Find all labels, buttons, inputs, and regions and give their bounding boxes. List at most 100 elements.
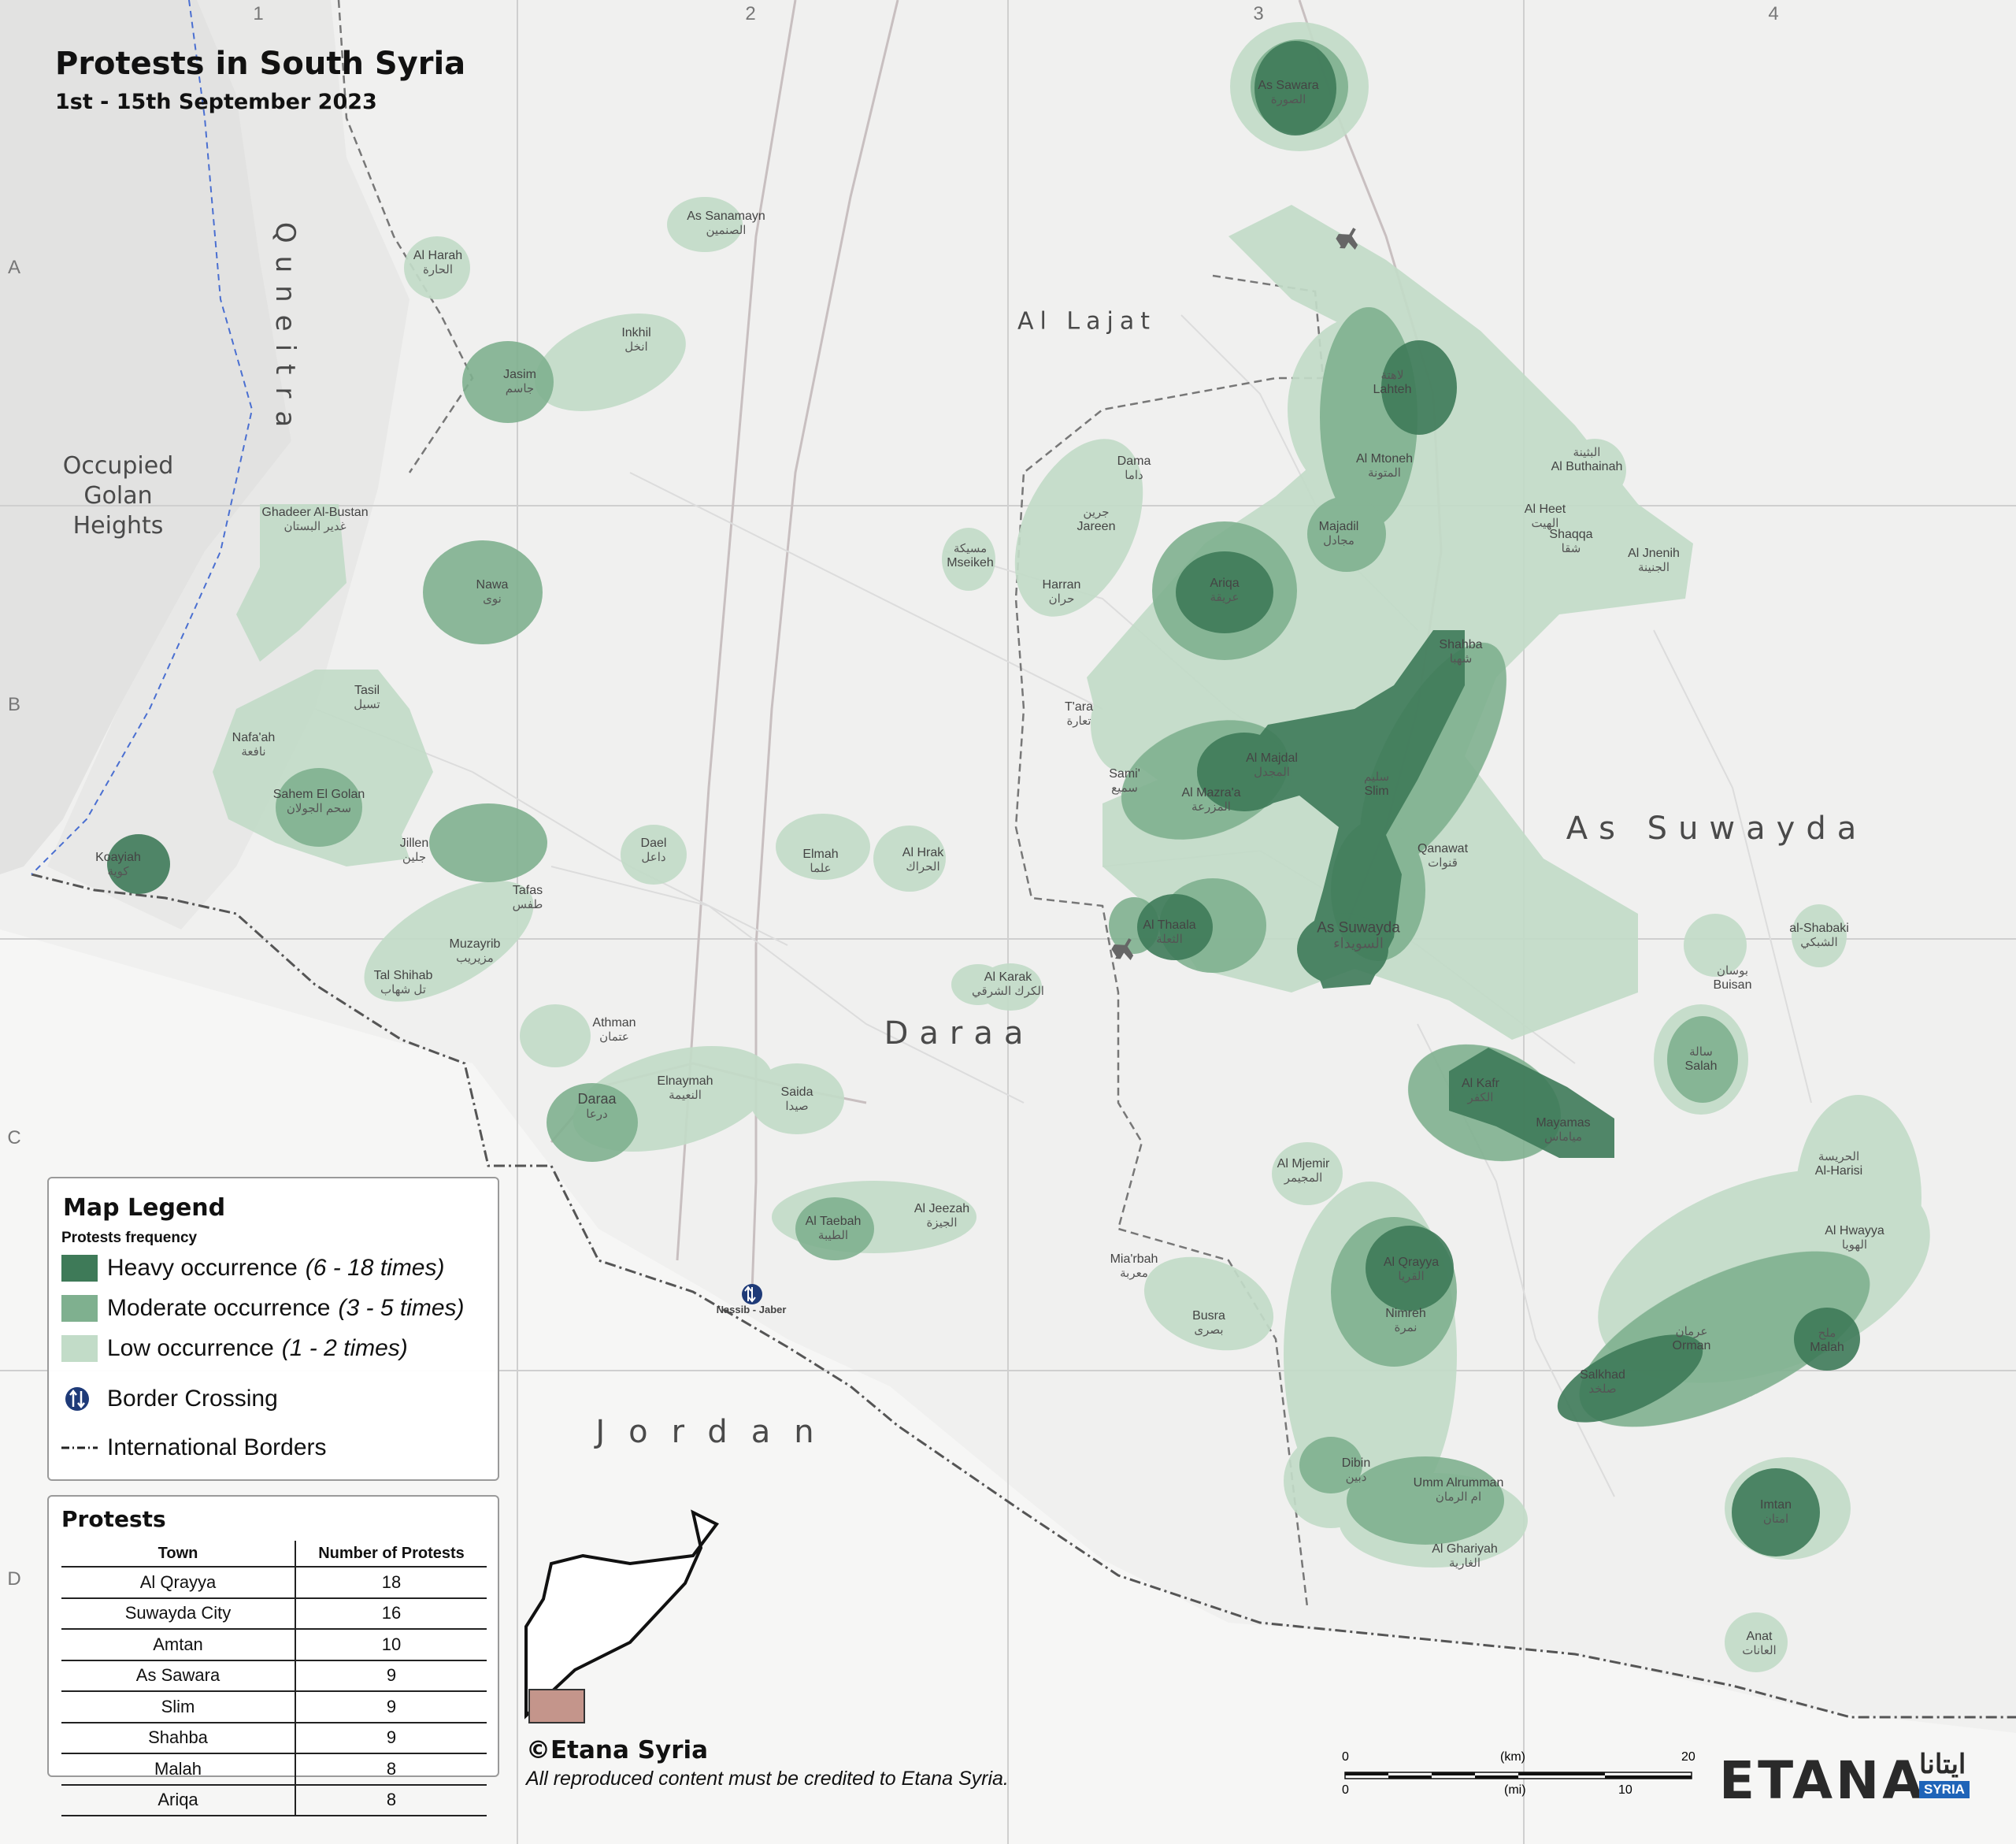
place-nimreh: Nimreh نمرة [1385,1307,1426,1334]
place-lahteh: لاهتة Lahteh [1373,369,1412,396]
low-swatch [61,1335,98,1362]
place-mayamas: Mayamas مياماس [1536,1116,1591,1144]
place-as-sanamayn: As Sanamayn الصنمين [687,210,765,237]
map-legend: Map Legend Protests frequency Heavy occu… [47,1177,499,1481]
grid-row-d: D [7,1568,21,1590]
heavy-range: (6 - 18 times) [305,1255,445,1281]
region-quneitra: Quneitra [269,221,301,440]
map-subtitle: 1st - 15th September 2023 [55,90,377,114]
scale-mi-unit: (mi) [1504,1783,1526,1797]
place-busra: Busra بصرى [1192,1309,1225,1337]
etana-logo-text: ETANA [1719,1750,1926,1811]
place-daraa-city: Daraa درعا [577,1091,617,1121]
place-majadil: Majadil مجادل [1318,520,1359,547]
place-nafaah: Nafa'ah نافعة [232,731,276,759]
place-elmah: Elmah علما [802,848,839,875]
legend-title: Map Legend [63,1194,226,1222]
place-shaqqa: Shaqqa شقا [1549,528,1593,555]
place-dibin: Dibin دبين [1341,1456,1371,1484]
international-border [31,873,2016,1719]
place-koayiah: Koayiah كوية [95,851,141,878]
place-harran: Harran حران [1042,578,1081,606]
low-range: (1 - 2 times) [281,1335,408,1361]
place-athman: Athman عتمان [592,1016,636,1044]
place-al-mjemir: Al Mjemir المجيمر [1277,1157,1330,1185]
scale-km-end: 20 [1681,1750,1695,1764]
place-qanawat: Qanawat قنوات [1417,842,1469,870]
scale-graphic [1344,1772,1692,1779]
place-al-hwayya: Al Hwayya الهويا [1825,1224,1884,1252]
protests-table: Town Number of Protests Al Qrayya 18 Suwa… [61,1541,487,1816]
place-slim: سليم Slim [1363,770,1390,798]
place-sahem: Sahem El Golan سحم الجولان [272,788,365,815]
grid-row-b: B [7,694,21,715]
legend-subtitle: Protests frequency [61,1230,198,1246]
place-nawa: Nawa نوى [476,578,509,606]
table-row: Amtan 10 [61,1629,487,1661]
grid-col-1: 1 [253,3,264,24]
table-row: Shahba 9 [61,1722,487,1754]
place-al-mtoneh: Al Mtoneh المتونة [1355,452,1414,480]
place-samis: Sami' سميع [1109,767,1140,795]
place-anat: Anat العانات [1742,1630,1777,1657]
place-al-heet: Al Heet الهيت [1524,503,1566,530]
count-cell: 9 [295,1660,487,1692]
border-crossing-icon [65,1387,89,1411]
place-al-jnenih: Al Jnenih الجنينة [1628,547,1680,574]
header-count: Number of Protests [295,1541,487,1568]
etana-logo-tag: SYRIA [1919,1781,1970,1798]
count-cell: 9 [295,1691,487,1723]
map-title: Protests in South Syria [55,46,466,82]
place-mseikeh: مسيكة Mseikeh [947,542,994,570]
place-al-kafr: Al Kafr الكفر [1461,1077,1500,1104]
place-al-harah: Al Harah الحارة [413,249,463,276]
place-nassib: Nassib - Jaber [716,1304,787,1315]
place-miarbah: Mia'rbah معربة [1110,1252,1158,1280]
town-cell: As Sawara [61,1660,296,1692]
place-ghadeer: Ghadeer Al-Bustan غدير البستان [261,506,369,533]
header-town: Town [61,1541,296,1568]
place-al-bhuthainah: البثينة Al Buthainah [1551,446,1623,473]
count-cell: 16 [295,1597,487,1630]
place-jillen: Jillen جلين [399,837,429,864]
place-elnaymah: Elnaymah النعيمة [657,1074,713,1102]
count-cell: 8 [295,1784,487,1816]
moderate-range: (3 - 5 times) [338,1295,465,1321]
town-cell: Malah [61,1753,296,1786]
grid-row-a: A [7,257,21,278]
legend-heavy: Heavy occurrence (6 - 18 times) [61,1254,445,1282]
legend-low: Low occurrence (1 - 2 times) [61,1334,408,1363]
place-as-suwayda: As Suwayda السويداء [1317,919,1400,952]
place-malah: ملح Malah [1810,1326,1844,1354]
governorate-boundary [1014,274,1325,1608]
place-tal-shihab: Tal Shihab تل شهاب [373,969,433,996]
table-row: As Sawara 9 [61,1660,487,1692]
place-al-ghariyah: Al Ghariyah الغارية [1432,1542,1498,1570]
count-cell: 10 [295,1629,487,1661]
border-line-icon [61,1446,98,1449]
scale-mi-start: 0 [1342,1783,1349,1797]
moderate-swatch [61,1295,98,1322]
place-al-hrak: Al Hrak الحراك [902,846,944,874]
crossing-label: Border Crossing [107,1386,278,1412]
etana-logo-arabic: ايتانا [1919,1749,1966,1779]
grid-col-4: 4 [1768,3,1779,24]
region-daraa: Daraa [884,1015,1035,1052]
place-jareen: جرين Jareen [1077,506,1116,533]
place-salah: سالة Salah [1684,1045,1718,1073]
count-cell: 9 [295,1722,487,1754]
place-mazeeraib: Muzayrib مزيريب [449,937,501,965]
table-header-row: Town Number of Protests [61,1541,487,1568]
town-cell: Al Qrayya [61,1567,296,1599]
place-imtan: Imtan امتان [1759,1498,1792,1526]
scale-km-unit: (km) [1500,1750,1525,1764]
legend-borders: International Borders [61,1434,327,1462]
grid-row-c: C [7,1127,21,1148]
legend-crossing: Border Crossing [61,1385,278,1413]
place-orman: عرمان Orman [1672,1325,1711,1352]
table-row: Ariqa 8 [61,1784,487,1816]
border-crossing-marker [742,1284,762,1304]
jordan-area [0,929,2016,1844]
credit-note: All reproduced content must be credited … [526,1768,1009,1790]
